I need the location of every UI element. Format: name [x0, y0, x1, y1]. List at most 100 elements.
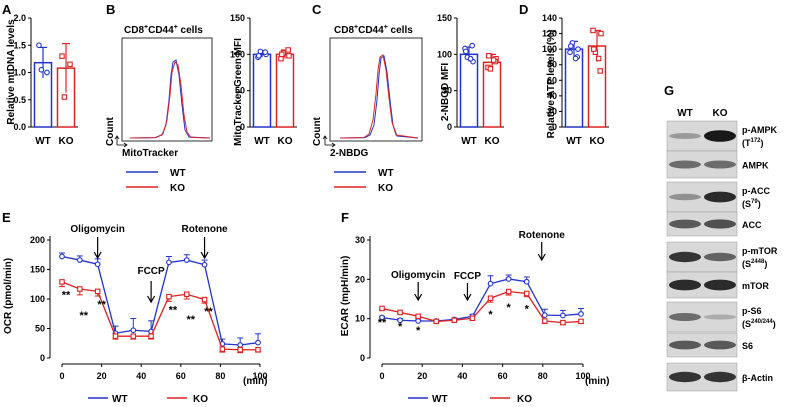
title-c-cd44: CD44	[358, 25, 384, 36]
y-tick-label: 0	[40, 353, 45, 363]
hist-title-c: CD8+CD44+ cells	[334, 24, 413, 36]
bar-wt	[252, 53, 272, 128]
annotation-oligomycin: Oligomycin	[70, 224, 124, 235]
data-point-wt	[255, 339, 261, 346]
ylabel-c: 2-NBGD MFI	[440, 63, 451, 122]
blot-label-ampk: AMPK	[742, 161, 769, 171]
panel-letter-c: C	[312, 2, 322, 17]
data-point-wt	[166, 259, 172, 266]
data-point-ko	[451, 317, 458, 323]
chart-b: 0 50 100 150 WT KO	[230, 13, 297, 147]
y-tick-label: 0	[240, 122, 245, 132]
lane-label-wt: WT	[677, 108, 693, 119]
data-point-ko	[286, 53, 292, 59]
data-point-ko	[148, 333, 154, 339]
data-point-wt	[505, 276, 512, 282]
x-tick-label-wt: WT	[35, 136, 51, 147]
x-tick-label: 20	[417, 371, 427, 381]
data-point-wt	[523, 278, 530, 285]
data-point-wt	[572, 55, 579, 62]
data-point-ko	[278, 55, 284, 62]
annotation-arrow-head	[93, 251, 102, 260]
hist-title-b: CD8+CD44+ cells	[124, 24, 203, 36]
data-point-ko	[591, 46, 597, 52]
panel-letter-a: A	[2, 2, 12, 17]
data-point-wt	[487, 280, 494, 287]
bar-wt	[459, 53, 479, 128]
data-point-ko	[67, 61, 73, 68]
data-point-ko	[598, 30, 604, 37]
annotation-arrow-head	[463, 293, 472, 302]
data-point-ko	[415, 313, 421, 320]
y-tick-label: 30	[355, 235, 365, 245]
title-c-sup1: +	[354, 24, 358, 31]
blot-band-ko	[704, 340, 736, 350]
x-tick-label-wt: WT	[566, 136, 582, 147]
data-point-ko	[166, 293, 172, 300]
blot-label-p-mtor: p-mTOR	[742, 246, 778, 256]
significance-marker: **	[97, 299, 106, 311]
annotation-arrow-head	[414, 293, 423, 302]
legend-f-wt-label: WT	[432, 394, 448, 405]
significance-marker: **	[62, 290, 71, 302]
data-point-ko	[183, 291, 190, 298]
y-tick-label: 1.0	[13, 68, 26, 78]
histogram-c-ko-curve	[339, 54, 419, 139]
chart-e: 0 50 100 150 200 0 20 40 60 80 100 ** ** ** ** ** ** Olig…	[30, 224, 268, 381]
data-point-wt	[575, 46, 581, 52]
series-line-wt	[61, 255, 259, 346]
annotation-arrow-head	[147, 295, 156, 304]
annotation-rotenone: Rotenone	[519, 230, 566, 241]
ylabel-b: MitoTracker Green MFI	[233, 38, 244, 146]
blot-band-wt	[669, 371, 701, 383]
data-point-wt	[94, 261, 101, 268]
blot-label-s6: S6	[742, 341, 753, 351]
data-point-ko	[201, 296, 208, 303]
significance-marker: *	[416, 325, 421, 337]
data-point-wt	[36, 42, 42, 49]
annotation-fccp: FCCP	[137, 266, 165, 277]
x-tick-label-wt: WT	[254, 136, 270, 147]
data-point-wt	[560, 312, 566, 319]
blot-site-label: (T172)	[742, 138, 764, 148]
site-close: )	[761, 138, 764, 148]
title-c-sup2: +	[384, 24, 388, 31]
annotation-oligomycin: Oligomycin	[391, 270, 445, 281]
blot-band-wt	[669, 313, 701, 321]
annotation-arrow-head	[537, 253, 546, 262]
significance-marker: **	[204, 306, 213, 318]
y-tick-label: 150	[437, 13, 452, 23]
y-tick-label: 140	[542, 13, 557, 23]
legend-c-ko-label: KO	[378, 183, 393, 194]
chart-a: 0.0 0.5 1.0 1.5 2.0 WT KO	[13, 13, 78, 147]
site-close: )	[758, 199, 761, 209]
x-tick-label-ko: KO	[278, 136, 293, 147]
site-close: )	[773, 319, 776, 329]
legend-b: WT KO	[126, 168, 186, 194]
data-point-wt	[469, 42, 476, 49]
histogram-c	[322, 37, 423, 148]
legend-f: WT KO	[408, 394, 532, 405]
chart-d: 0 20 40 60 80 100 120 140 WT KO	[542, 13, 609, 147]
data-point-ko	[130, 333, 137, 339]
site-number: 79	[751, 199, 758, 205]
annotation-arrow-head	[200, 251, 209, 260]
chart-c: 0 50 100 150 WT KO	[437, 13, 504, 147]
y-tick-label: 20	[355, 274, 365, 284]
blot-band-ko	[704, 371, 736, 383]
y-tick-label: 0	[552, 122, 557, 132]
data-point-ko	[523, 290, 530, 297]
hist-b-xlabel: MitoTracker	[122, 148, 178, 159]
blot-band-ko	[704, 130, 736, 142]
site-residue: (S	[742, 319, 751, 329]
series-line-ko	[381, 290, 582, 324]
y-tick-label: 1.5	[13, 40, 26, 50]
bar-ko	[275, 53, 295, 128]
x-tick-label: 40	[136, 371, 146, 381]
blot-label-p-acc: p-ACC	[742, 186, 770, 196]
title-c-cd8: CD8	[334, 25, 354, 36]
y-tick-label: 60	[547, 75, 557, 85]
data-point-ko	[590, 27, 596, 34]
x-tick-label: 0	[379, 371, 384, 381]
y-tick-label: 0.0	[13, 122, 26, 132]
